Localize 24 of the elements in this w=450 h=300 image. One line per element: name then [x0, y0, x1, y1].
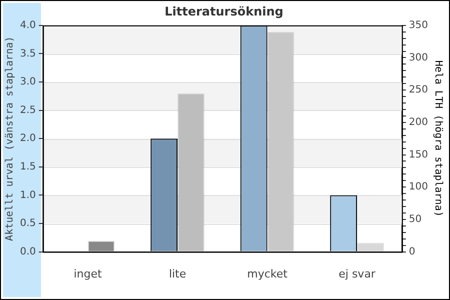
y-tick-label: 4.0 — [20, 20, 36, 31]
y2-tick-label: 100 — [408, 182, 428, 193]
y-tick-label: 3.5 — [20, 48, 36, 60]
y-tick-label: 0.5 — [20, 218, 36, 230]
y-tick-label: 3.0 — [20, 76, 36, 88]
x-tick-label: lite — [168, 267, 186, 280]
y-tick-label: 2.0 — [20, 133, 36, 144]
y-tick-label: 1.0 — [20, 190, 36, 201]
y2-tick-label: 200 — [408, 117, 428, 128]
x-tick-label: ej svar — [338, 267, 376, 280]
y-tick-label: 2.5 — [20, 104, 36, 116]
y2-tick-label: 0 — [408, 246, 416, 258]
chart-title: Litteratursökning — [164, 4, 284, 18]
y2-tick-label: 350 — [408, 20, 428, 31]
y2-tick-label: 300 — [408, 52, 428, 64]
y-tick-label: 0.0 — [20, 246, 36, 258]
y2-tick-label: 250 — [408, 84, 428, 96]
x-tick-label: inget — [74, 267, 103, 280]
x-tick-label: mycket — [247, 267, 288, 280]
y2-tick-label: 50 — [408, 214, 422, 226]
y-axis-title: Aktuellt urval (vänstra staplarna) — [4, 36, 16, 241]
y2-axis-title: Hela LTH (högra staplarna) — [432, 60, 444, 217]
y2-tick-label: 150 — [408, 149, 428, 160]
y-tick-label: 1.5 — [20, 161, 36, 172]
